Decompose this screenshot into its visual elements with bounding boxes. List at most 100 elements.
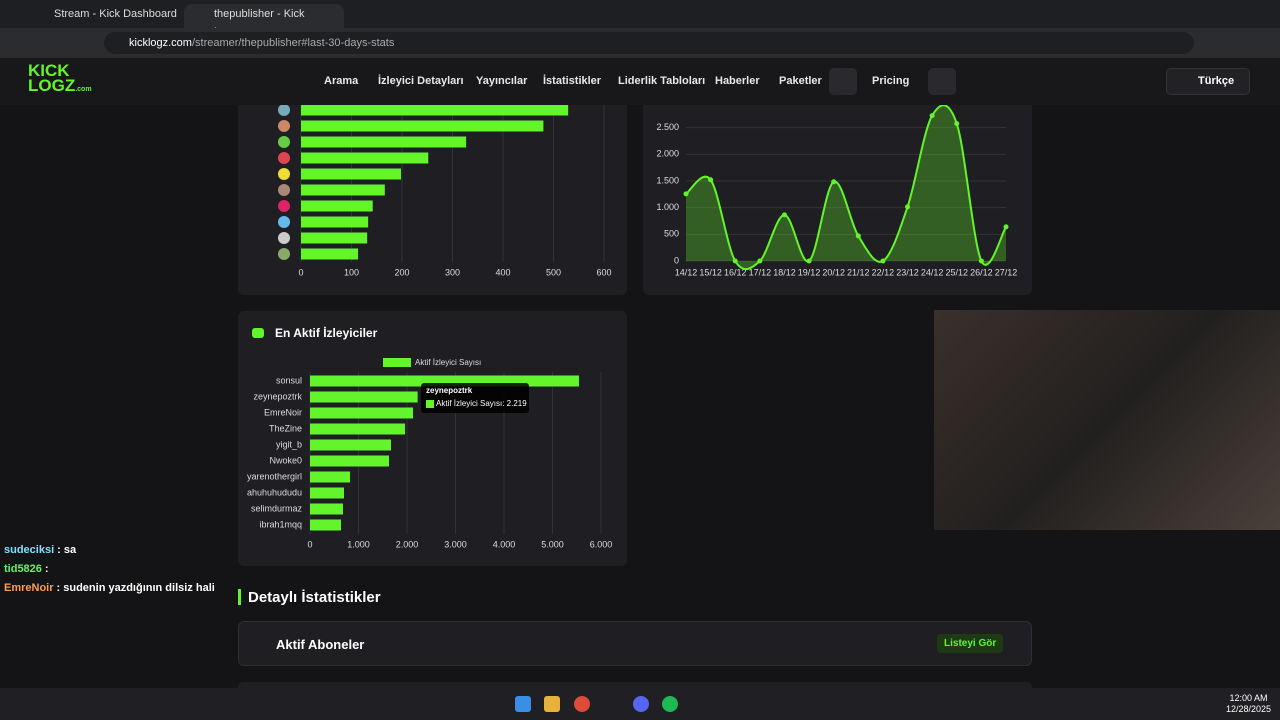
- y-tick-label: yarenothergirl: [247, 471, 302, 481]
- category-icon: [278, 216, 290, 228]
- x-tick-label: 4.000: [493, 539, 516, 549]
- nav-link[interactable]: Paketler: [779, 75, 822, 87]
- app-icon[interactable]: [662, 696, 678, 712]
- x-tick-label: 0: [307, 539, 312, 549]
- bar: [301, 216, 369, 228]
- card: [238, 682, 1032, 692]
- discord-button[interactable]: [829, 68, 857, 95]
- y-tick-label: EmreNoir: [264, 407, 302, 417]
- taskbar: 12:00 AM 12/28/2025: [0, 688, 1280, 720]
- language: Türkçe: [1198, 75, 1235, 87]
- nav-link[interactable]: İzleyici Detayları: [378, 75, 464, 87]
- point: [855, 233, 861, 239]
- address-bar[interactable]: kicklogz.com/streamer/thepublisher#last-…: [104, 32, 1194, 54]
- logo[interactable]: KICK LOGZ.com: [28, 61, 92, 97]
- card[interactable]: Aktif Aboneler Listeyi Gör: [238, 621, 1032, 666]
- category-icon: [278, 104, 290, 116]
- x-tick-label: 300: [445, 267, 460, 277]
- x-tick-label: 500: [546, 267, 561, 277]
- nav-link[interactable]: Haberler: [715, 75, 760, 87]
- y-tick-label: 500: [664, 229, 679, 239]
- x-tick-label: 3.000: [444, 539, 467, 549]
- y-tick-label: 1.500: [656, 175, 679, 185]
- bar: [301, 136, 467, 148]
- x-tick-label: 17/12: [749, 267, 772, 277]
- bar: [310, 503, 343, 515]
- site-header: KICK LOGZ.com Arama İzleyici Detayları Yayı…: [0, 58, 1280, 105]
- language-select[interactable]: Türkçe: [1166, 68, 1250, 95]
- bar: [301, 232, 368, 244]
- nav-link[interactable]: İstatistikler: [543, 75, 602, 87]
- app-icon[interactable]: [633, 696, 649, 712]
- x-tick-label: 6.000: [590, 539, 613, 549]
- bar: [301, 200, 373, 212]
- point: [1003, 224, 1009, 230]
- pricing-menu[interactable]: Pricing: [872, 75, 910, 87]
- x-tick-label: 22/12: [872, 267, 895, 277]
- x-tick-label: 25/12: [946, 267, 969, 277]
- nav-link[interactable]: Yayıncılar: [476, 75, 528, 87]
- x-tick-label: 15/12: [699, 267, 722, 277]
- chat-text: : sa: [57, 544, 77, 556]
- legend-swatch: [383, 358, 411, 367]
- x-tick-label: 0: [298, 267, 303, 277]
- bar: [301, 248, 359, 260]
- area: [686, 105, 1006, 270]
- y-tick-label: TheZine: [269, 423, 302, 433]
- bar: [310, 391, 418, 403]
- y-tick-label: 2.000: [656, 149, 679, 159]
- bar: [301, 120, 544, 132]
- x-tick-label: 19/12: [798, 267, 821, 277]
- category-icon: [278, 232, 290, 244]
- chat-user: EmreNoir: [4, 582, 54, 594]
- x-tick-label: 24/12: [921, 267, 944, 277]
- bar: [310, 423, 406, 435]
- x-tick-label: 14/12: [675, 267, 698, 277]
- x-tick-label: 100: [344, 267, 359, 277]
- x-tick-label: 23/12: [896, 267, 919, 277]
- y-tick-label: yigit_b: [276, 439, 302, 449]
- section-title: Detaylı İstatistikler: [248, 589, 381, 606]
- panel: [643, 95, 1032, 295]
- tooltip-title: zeynepoztrk: [426, 386, 473, 395]
- url-path: /streamer/thepublisher#last-30-days-stat…: [191, 37, 395, 49]
- bar: [310, 519, 341, 531]
- category-icon: [278, 184, 290, 196]
- nav-link[interactable]: Arama: [324, 75, 359, 87]
- category-icon: [278, 152, 290, 164]
- x-tick-label: 600: [596, 267, 611, 277]
- x-tick-label: 20/12: [822, 267, 845, 277]
- url-host: kicklogz.com: [129, 37, 192, 49]
- tab-strip: Stream - Kick Dashboard thepublisher - K…: [0, 0, 1280, 40]
- x-tick-label: 400: [495, 267, 510, 277]
- webcam: [934, 310, 1280, 530]
- point: [831, 179, 837, 185]
- app-icon[interactable]: [544, 696, 560, 712]
- x-tick-label: 16/12: [724, 267, 747, 277]
- tooltip: [421, 383, 529, 413]
- logo-top: KICK: [28, 61, 70, 80]
- point: [978, 258, 984, 264]
- x-tick-label: 1.000: [347, 539, 370, 549]
- x-tick-label: 200: [394, 267, 409, 277]
- login-button[interactable]: [928, 68, 956, 95]
- y-tick-label: ibrah1mqq: [259, 519, 302, 529]
- point: [880, 258, 886, 264]
- app-icon[interactable]: [574, 696, 590, 712]
- point: [905, 204, 911, 210]
- chat-message: EmreNoir: sudenin yazdığının dilsiz hali: [4, 579, 215, 598]
- y-tick-label: zeynepoztrk: [253, 391, 302, 401]
- date: 12/28/2025: [1226, 704, 1272, 714]
- x-tick-label: 18/12: [773, 267, 796, 277]
- start[interactable]: [515, 696, 531, 712]
- accent: [238, 589, 241, 605]
- point: [757, 258, 763, 264]
- tab[interactable]: Stream - Kick Dashboard: [24, 4, 182, 28]
- x-tick-label: 26/12: [970, 267, 993, 277]
- bar: [310, 375, 579, 387]
- bar: [301, 152, 429, 164]
- list-button[interactable]: Listeyi Gör: [937, 634, 1004, 653]
- nav-link[interactable]: Liderlik Tabloları: [618, 75, 706, 87]
- y-tick-label: ahuhuhududu: [247, 487, 302, 497]
- x-tick-label: 21/12: [847, 267, 870, 277]
